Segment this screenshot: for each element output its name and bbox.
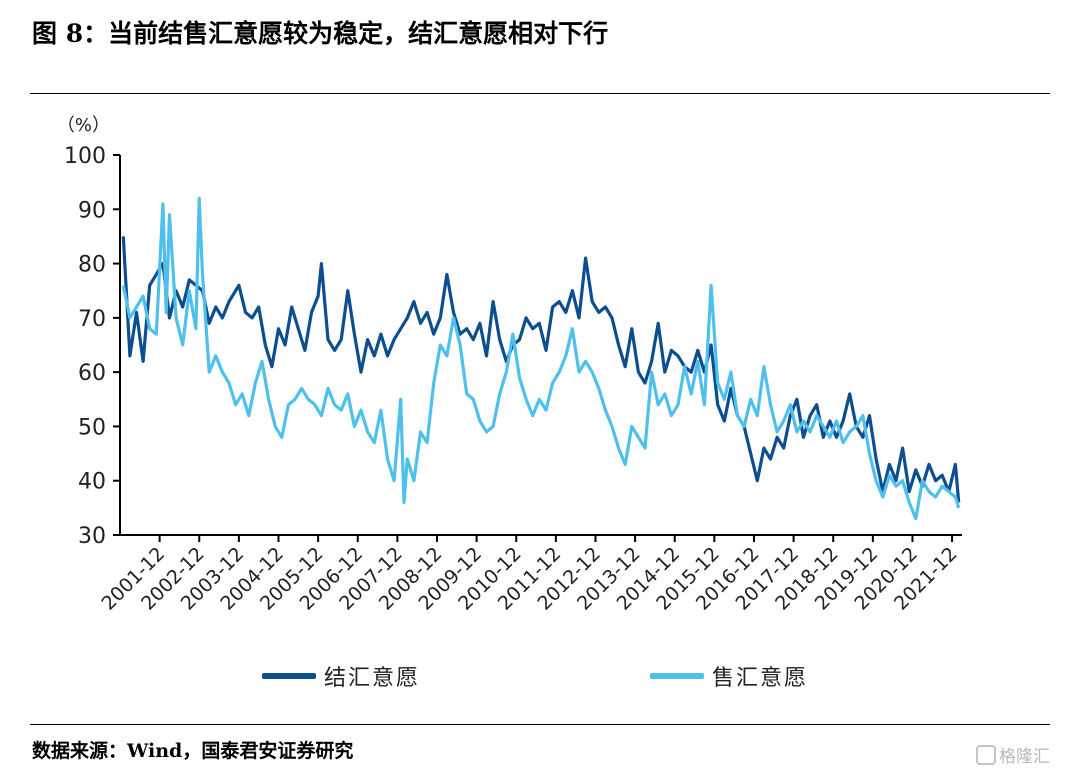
- series-group: [121, 196, 961, 521]
- y-tick-label: 60: [78, 361, 106, 386]
- y-tick-label: 40: [78, 470, 106, 495]
- y-tick-label: 80: [78, 253, 106, 278]
- chart-title: 图 8：当前结售汇意愿较为稳定，结汇意愿相对下行: [32, 19, 609, 48]
- y-tick-label: 30: [78, 524, 106, 549]
- legend-item-series-1: 结汇意愿: [262, 660, 420, 692]
- legend-label-series-2: 售汇意愿: [712, 666, 809, 691]
- bottom-rule: [30, 724, 1050, 725]
- y-tick-label: 50: [78, 415, 106, 440]
- series-line-2: [121, 196, 961, 521]
- y-unit-label: （%）: [57, 115, 110, 136]
- legend-swatch-series-1: [262, 673, 316, 679]
- watermark-logo-icon: [976, 745, 996, 765]
- line-chart: （%）304050607080901002001-122002-122003-1…: [57, 115, 962, 615]
- legend-label-series-1: 结汇意愿: [324, 666, 421, 691]
- top-rule: [30, 93, 1050, 94]
- axes-group: （%）304050607080901002001-122002-122003-1…: [57, 115, 962, 615]
- watermark-text: 格隆汇: [999, 747, 1050, 767]
- series-line-1: [121, 236, 961, 503]
- y-tick-label: 70: [78, 307, 106, 332]
- legend-item-series-2: 售汇意愿: [650, 660, 808, 692]
- watermark: 格隆汇: [976, 742, 1050, 767]
- data-source: 数据来源：Wind，国泰君安证券研究: [32, 740, 354, 762]
- y-tick-label: 100: [64, 144, 106, 169]
- y-tick-label: 90: [78, 198, 106, 223]
- legend-swatch-series-2: [650, 673, 704, 679]
